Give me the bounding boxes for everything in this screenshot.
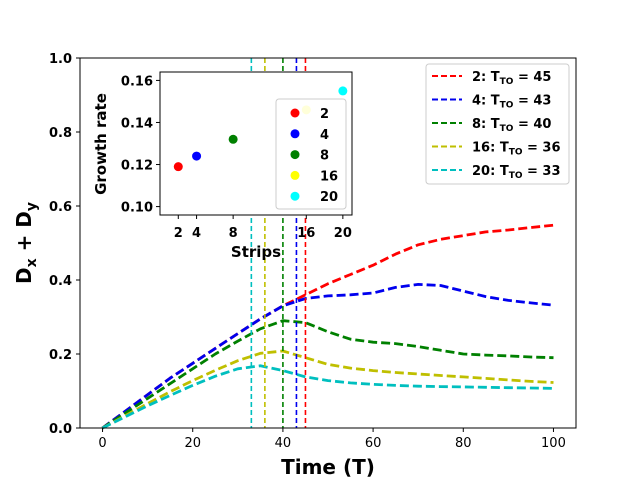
legend-label-4: 4: TTO = 43 xyxy=(472,94,551,111)
legend-label-16: 16: TTO = 36 xyxy=(472,141,561,158)
inset-legend-marker-16 xyxy=(290,170,300,180)
main-y-tick-label: 0.2 xyxy=(49,348,72,363)
main-y-tick-label: 1.0 xyxy=(49,52,72,67)
inset-legend: 2 4 8 16 20 xyxy=(290,107,338,205)
main-legend-items: 2: TTO = 45 4: TTO = 43 8: TTO = 40 16: TTO… xyxy=(432,70,561,181)
main-legend: 2: TTO = 45 4: TTO = 43 8: TTO = 40 16: TTO… xyxy=(425,63,570,185)
inset-legend-label-8: 8 xyxy=(320,149,329,164)
main-series-group xyxy=(101,223,554,430)
inset-y-axis-label: Growth rate xyxy=(92,93,110,195)
legend-label-8: 8: TTO = 40 xyxy=(472,117,551,134)
inset-x-axis-label: Strips xyxy=(231,243,281,261)
main-x-tick-label: 0 xyxy=(98,436,106,451)
inset-y-tick-label: 0.12 xyxy=(121,159,153,174)
main-y-tick-label: 0.8 xyxy=(49,126,72,141)
inset-y-ticks: 0.10 0.12 0.14 0.16 xyxy=(121,74,160,216)
main-axes-frame xyxy=(79,57,577,429)
inset-legend-frame xyxy=(275,98,347,210)
inset-legend-marker-4 xyxy=(290,129,300,139)
main-x-tick-label: 100 xyxy=(541,436,566,451)
inset-x-tick-label: 20 xyxy=(334,226,352,241)
main-x-tick-label: 40 xyxy=(275,436,292,451)
inset-legend-marker-20 xyxy=(290,191,300,201)
legend-label-2: 2: TTO = 45 xyxy=(472,70,551,87)
inset-legend-label-16: 16 xyxy=(320,169,338,184)
inset-y-tick-label: 0.10 xyxy=(121,201,153,216)
main-y-tick-label: 0.0 xyxy=(49,422,72,437)
inset-y-tick-label: 0.16 xyxy=(121,74,153,89)
inset-legend-label-20: 20 xyxy=(320,190,338,205)
inset-legend-marker-2 xyxy=(290,108,300,118)
inset-x-tick-label: 16 xyxy=(297,226,315,241)
inset-points-group xyxy=(173,86,348,172)
inset-point-20 xyxy=(338,86,348,96)
series-line-16 xyxy=(101,349,554,430)
main-legend-frame xyxy=(425,63,570,185)
main-x-ticks: 0 20 40 60 80 100 xyxy=(98,428,566,451)
main-plot: 0 20 40 60 80 100 0.0 0.2 0.4 0.6 0.8 1.0 Time (T)… xyxy=(12,52,577,479)
main-y-axis-label: Dx + Dy xyxy=(12,202,40,284)
main-x-tick-label: 80 xyxy=(455,436,472,451)
inset-point-4 xyxy=(192,151,202,161)
legend-label-20: 20: TTO = 33 xyxy=(472,164,561,181)
main-y-tick-label: 0.4 xyxy=(49,274,72,289)
main-y-ticks: 0.0 0.2 0.4 0.6 0.8 1.0 xyxy=(49,52,80,437)
inset-x-tick-label: 2 xyxy=(174,226,183,241)
series-line-20 xyxy=(101,364,554,430)
main-y-tick-label: 0.6 xyxy=(49,200,72,215)
inset-plot: 2 4 8 16 20 0.100.120.140.16 Strips Growth r… xyxy=(92,71,353,261)
series-line-8 xyxy=(101,319,554,430)
inset-x-tick-label: 4 xyxy=(192,226,201,241)
main-x-axis-label: Time (T) xyxy=(281,455,375,479)
main-x-tick-label: 60 xyxy=(365,436,382,451)
inset-legend-label-2: 2 xyxy=(320,107,329,122)
main-x-tick-label: 20 xyxy=(184,436,201,451)
takeoff-lines-group xyxy=(250,58,307,428)
series-line-4 xyxy=(101,282,554,430)
inset-legend-marker-8 xyxy=(290,150,300,160)
inset-x-tick-label: 8 xyxy=(229,226,238,241)
inset-y-tick-label: 0.14 xyxy=(121,116,153,131)
inset-legend-label-4: 4 xyxy=(320,128,329,143)
inset-point-8 xyxy=(228,134,238,144)
inset-point-2 xyxy=(173,162,183,172)
inset-x-ticks: 2 4 8 16 20 xyxy=(174,215,352,241)
